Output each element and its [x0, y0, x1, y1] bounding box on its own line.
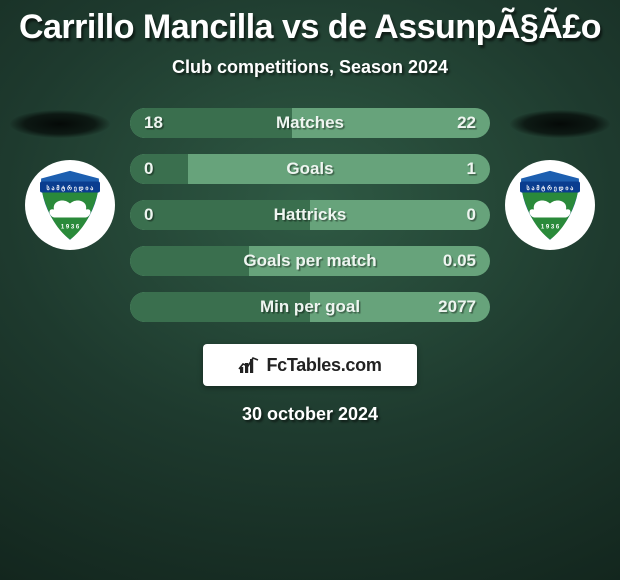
stat-bars: 18 Matches 22 0 Goals 1 0 Hattricks 0 Goals per m…	[130, 108, 490, 322]
stat-label: Goals per match	[243, 251, 376, 271]
stat-right-value: 1	[467, 159, 476, 179]
stat-left-value: 18	[144, 113, 163, 133]
stats-area: ს ა მ ტ რ ე დ ი ა 1 9 3 6 ს ა მ ტ რ ე დ …	[0, 108, 620, 322]
stat-label: Min per goal	[260, 297, 360, 317]
svg-text:1 9 3 6: 1 9 3 6	[541, 225, 560, 231]
svg-text:ს ა მ ტ რ ე დ ი ა: ს ა მ ტ რ ე დ ი ა	[47, 184, 94, 192]
stat-right-value: 0	[467, 205, 476, 225]
club-badge-right: ს ა მ ტ რ ე დ ი ა 1 9 3 6	[505, 160, 595, 250]
player-shadow-left	[10, 110, 110, 138]
page-subtitle: Club competitions, Season 2024	[0, 57, 620, 78]
stat-row: 18 Matches 22	[130, 108, 490, 138]
brand-text: FcTables.com	[266, 355, 381, 376]
brand-box[interactable]: FcTables.com	[203, 344, 417, 386]
svg-text:1 9 3 6: 1 9 3 6	[61, 225, 80, 231]
stat-fill-left	[130, 154, 188, 184]
date-line: 30 october 2024	[0, 404, 620, 425]
page-title: Carrillo Mancilla vs de AssunpÃ§Ã£o	[0, 8, 620, 47]
stat-right-value: 2077	[438, 297, 476, 317]
shield-icon: ს ა მ ტ რ ე დ ი ა 1 9 3 6	[514, 168, 586, 246]
stat-left-value: 0	[144, 205, 153, 225]
content-wrapper: Carrillo Mancilla vs de AssunpÃ§Ã£o Club…	[0, 0, 620, 425]
svg-text:ს ა მ ტ რ ე დ ი ა: ს ა მ ტ რ ე დ ი ა	[527, 184, 574, 192]
player-shadow-right	[510, 110, 610, 138]
stat-row: Goals per match 0.05	[130, 246, 490, 276]
stat-fill-left	[130, 246, 249, 276]
stat-left-value: 0	[144, 159, 153, 179]
stat-row: 0 Goals 1	[130, 154, 490, 184]
stat-row: 0 Hattricks 0	[130, 200, 490, 230]
stat-right-value: 0.05	[443, 251, 476, 271]
club-badge-left: ს ა მ ტ რ ე დ ი ა 1 9 3 6	[25, 160, 115, 250]
stat-row: Min per goal 2077	[130, 292, 490, 322]
shield-icon: ს ა მ ტ რ ე დ ი ა 1 9 3 6	[34, 168, 106, 246]
stat-label: Matches	[276, 113, 344, 133]
bar-chart-icon	[238, 355, 260, 375]
stat-label: Hattricks	[274, 205, 347, 225]
stat-label: Goals	[286, 159, 333, 179]
stat-right-value: 22	[457, 113, 476, 133]
